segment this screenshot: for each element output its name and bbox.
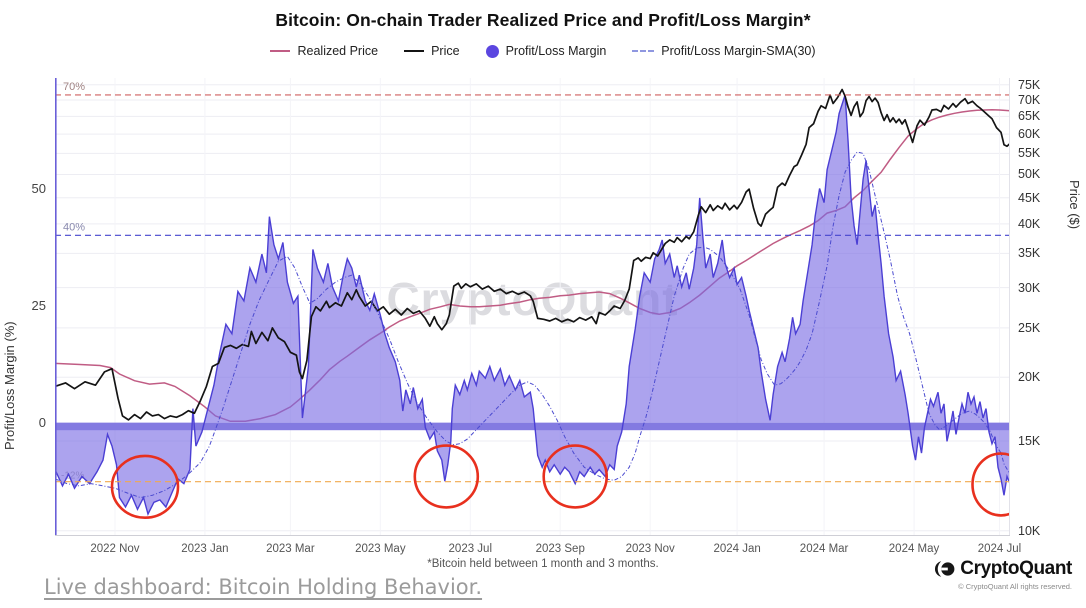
- series-margin-sma: [55, 151, 1010, 499]
- y-tick-label-price: 40K: [1018, 216, 1041, 231]
- footnote: *Bitcoin held between 1 month and 3 mont…: [427, 558, 659, 570]
- series-price: [55, 88, 1010, 421]
- legend-item-price: Price: [404, 44, 460, 58]
- y-tick-label-price: 25K: [1018, 320, 1041, 335]
- series-margin-area: [55, 94, 1010, 515]
- live-dashboard-link[interactable]: Live dashboard: Bitcoin Holding Behavior…: [44, 575, 483, 599]
- reference-line-label: 40%: [63, 221, 85, 233]
- y-tick-label-price: 30K: [1018, 280, 1041, 295]
- x-tick-label: 2024 Jul: [977, 543, 1022, 555]
- reference-line-label: 70%: [63, 81, 85, 93]
- margin-dot-swatch-icon: [485, 44, 499, 58]
- series-margin-line: [55, 94, 1010, 516]
- chart-plot: CryptoQuant -12%70%40%: [55, 78, 1010, 536]
- y-tick-label-price: 10K: [1018, 523, 1041, 538]
- x-tick-label: 2022 Nov: [90, 543, 140, 555]
- y-tick-label-margin: 50: [31, 180, 46, 196]
- y-tick-label-margin: 0: [38, 414, 46, 430]
- y-tick-label-price: 35K: [1018, 246, 1041, 261]
- x-tick-label: 2024 May: [888, 543, 940, 555]
- legend-item-realized-price: Realized Price: [270, 44, 378, 58]
- plot-canvas: -12%70%40%: [55, 78, 1010, 536]
- y-tick-label-margin: 25: [31, 297, 46, 313]
- margin-zero-band: [55, 422, 1010, 431]
- x-tick-label: 2023 May: [355, 543, 406, 555]
- x-tick-label: 2024 Mar: [799, 543, 849, 555]
- y-tick-label-price: 15K: [1018, 434, 1041, 449]
- y-tick-label-price: 50K: [1018, 167, 1041, 182]
- y-tick-label-price: 75K: [1018, 77, 1041, 92]
- chart-title: Bitcoin: On-chain Trader Realized Price …: [275, 10, 811, 30]
- realized-price-line-swatch-icon: [270, 50, 291, 52]
- legend-label: Price: [431, 44, 460, 58]
- brand-name: CryptoQuant: [960, 558, 1072, 579]
- y-tick-label-price: 65K: [1018, 109, 1041, 124]
- right-axis-title: Price ($): [1067, 180, 1082, 230]
- highlight-circle: [110, 454, 180, 519]
- price-line-swatch-icon: [404, 50, 425, 52]
- legend-item-margin: Profit/Loss Margin: [485, 44, 607, 58]
- brand-copyright: © CryptoQuant All rights reserved.: [958, 582, 1072, 591]
- x-tick-label: 2024 Jan: [713, 543, 761, 555]
- cryptoquant-logo-icon: [935, 561, 955, 577]
- margin-sma-dash-swatch-icon: [632, 50, 655, 52]
- legend-label: Profit/Loss Margin-SMA(30): [661, 44, 816, 58]
- y-tick-label-price: 60K: [1018, 127, 1041, 142]
- highlight-circle: [413, 444, 480, 509]
- x-tick-label: 2023 Sep: [535, 543, 585, 555]
- x-tick-label: 2023 Nov: [625, 543, 675, 555]
- legend: Realized Price Price Profit/Loss Margin …: [0, 44, 1086, 58]
- highlight-circle: [971, 452, 1010, 517]
- y-tick-label-price: 20K: [1018, 370, 1041, 385]
- x-tick-label: 2023 Jul: [448, 543, 493, 555]
- legend-item-margin-sma: Profit/Loss Margin-SMA(30): [632, 44, 816, 58]
- y-tick-label-price: 55K: [1018, 146, 1041, 161]
- x-tick-label: 2023 Jan: [181, 543, 229, 555]
- legend-label: Realized Price: [297, 44, 379, 58]
- y-tick-label-price: 45K: [1018, 190, 1041, 205]
- branding: CryptoQuant © CryptoQuant All rights res…: [932, 558, 1072, 591]
- x-tick-label: 2023 Mar: [266, 543, 315, 555]
- highlight-circle: [542, 444, 609, 509]
- legend-label: Profit/Loss Margin: [505, 44, 607, 58]
- y-tick-label-price: 70K: [1018, 92, 1041, 107]
